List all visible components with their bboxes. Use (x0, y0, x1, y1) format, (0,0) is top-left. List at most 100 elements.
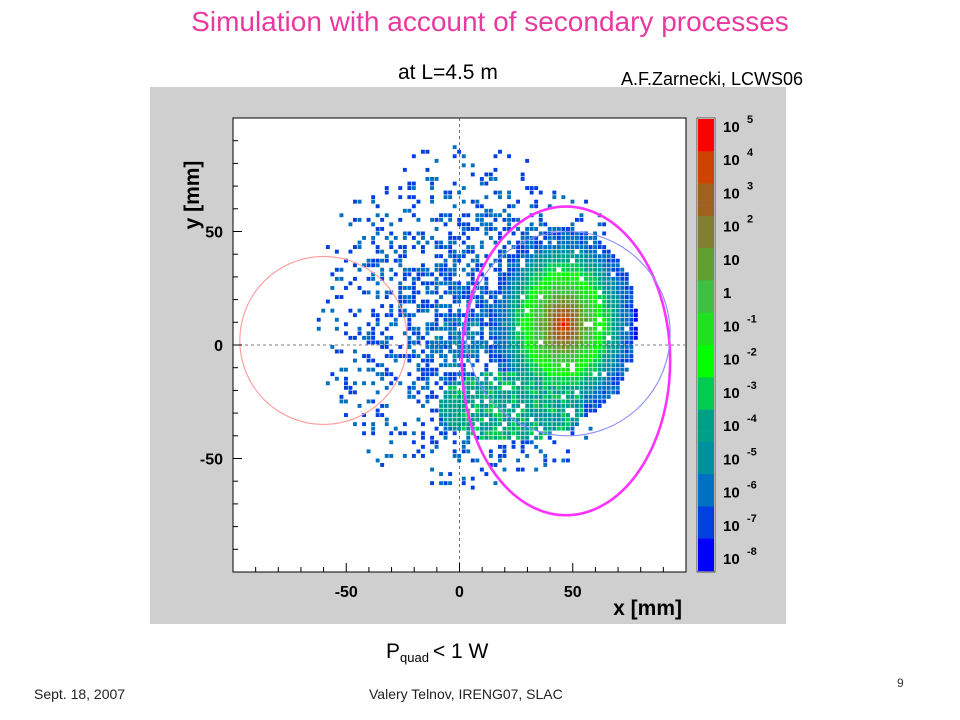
heatmap-cell (466, 263, 471, 268)
heatmap-cell (620, 358, 625, 363)
heatmap-cell (384, 326, 389, 331)
heatmap-cell (479, 335, 484, 340)
heatmap-cell (488, 208, 493, 213)
heatmap-cell (457, 408, 462, 413)
heatmap-cell (556, 385, 561, 390)
heatmap-cell (366, 340, 371, 345)
heatmap-cell (398, 281, 403, 286)
heatmap-cell (629, 335, 634, 340)
heatmap-cell (556, 349, 561, 354)
footer-date: Sept. 18, 2007 (34, 686, 126, 702)
heatmap-cell (593, 263, 597, 268)
heatmap-cell (552, 313, 557, 318)
heatmap-cell (588, 331, 593, 336)
heatmap-cell (375, 458, 380, 463)
heatmap-cell (344, 413, 348, 417)
heatmap-cell (624, 290, 629, 295)
heatmap-cell (484, 254, 489, 259)
heatmap-cell (371, 240, 376, 245)
heatmap-cell (566, 317, 570, 322)
heatmap-cell (411, 186, 416, 190)
heatmap-cell (552, 299, 557, 304)
heatmap-cell (556, 413, 561, 417)
heatmap-cell (411, 267, 416, 272)
heatmap-cell (543, 317, 548, 322)
heatmap-cell (516, 363, 520, 368)
heatmap-cell (344, 399, 348, 404)
heatmap-cell (452, 204, 457, 209)
heatmap-cell (430, 345, 434, 349)
heatmap-cell (525, 236, 530, 240)
heatmap-cell (525, 231, 530, 236)
heatmap-cell (384, 404, 389, 408)
heatmap-cell (461, 154, 466, 159)
heatmap-cell (498, 249, 502, 254)
heatmap-cell (525, 272, 530, 277)
heatmap-cell (357, 245, 362, 249)
heatmap-cell (416, 231, 421, 236)
heatmap-cell (421, 149, 425, 154)
heatmap-cell (516, 317, 520, 322)
heatmap-cell (547, 404, 552, 408)
heatmap-cell (389, 349, 394, 354)
heatmap-cell (520, 413, 525, 417)
heatmap-cell (520, 367, 525, 372)
heatmap-cell (615, 290, 620, 295)
heatmap-cell (547, 245, 552, 249)
heatmap-cell (330, 308, 335, 313)
heatmap-cell (434, 177, 439, 181)
heatmap-cell (561, 231, 566, 236)
heatmap-cell (430, 340, 434, 345)
heatmap-cell (556, 426, 561, 431)
heatmap-cell (543, 295, 548, 299)
heatmap-cell (466, 358, 471, 363)
heatmap-cell (493, 376, 498, 381)
heatmap-cell (556, 295, 561, 299)
heatmap-cell (498, 267, 502, 272)
heatmap-cell (552, 245, 557, 249)
heatmap-cell (488, 335, 493, 340)
heatmap-cell (452, 331, 457, 336)
heatmap-cell (538, 308, 543, 313)
heatmap-cell (552, 263, 557, 268)
heatmap-cell (597, 404, 602, 408)
heatmap-cell (375, 390, 380, 395)
heatmap-cell (330, 345, 335, 349)
heatmap-cell (534, 199, 539, 204)
heatmap-cell (579, 240, 584, 245)
heatmap-cell (611, 299, 616, 304)
heatmap-cell (502, 381, 507, 386)
heatmap-cell (566, 290, 570, 295)
heatmap-cell (516, 322, 520, 327)
heatmap-cell (543, 458, 548, 463)
heatmap-cell (516, 240, 520, 245)
overlay-circle-3 (465, 230, 671, 437)
heatmap-cell (588, 281, 593, 286)
heatmap-cell (402, 299, 407, 304)
heatmap-cell (493, 399, 498, 404)
heatmap-cell (407, 354, 412, 358)
heatmap-cell (452, 240, 457, 245)
heatmap-cell (443, 222, 448, 227)
heatmap-cell (484, 308, 489, 313)
heatmap-cell (389, 431, 394, 436)
heatmap-cell (411, 213, 416, 218)
heatmap-cell (547, 408, 552, 413)
heatmap-cell (402, 286, 407, 290)
heatmap-cell (556, 272, 561, 277)
heatmap-cell (570, 236, 575, 240)
heatmap-cell (430, 322, 434, 327)
heatmap-cell (584, 394, 588, 399)
heatmap-cell (411, 290, 416, 295)
heatmap-cell (624, 276, 629, 281)
heatmap-cell (470, 385, 475, 390)
heatmap-cell (475, 426, 480, 431)
heatmap-cell (448, 426, 453, 431)
heatmap-cell (543, 385, 548, 390)
heatmap-cell (411, 295, 416, 299)
heatmap-cell (606, 267, 611, 272)
heatmap-cell (452, 394, 457, 399)
heatmap-cell (538, 299, 543, 304)
heatmap-cell (561, 358, 566, 363)
heatmap-cell (457, 317, 462, 322)
